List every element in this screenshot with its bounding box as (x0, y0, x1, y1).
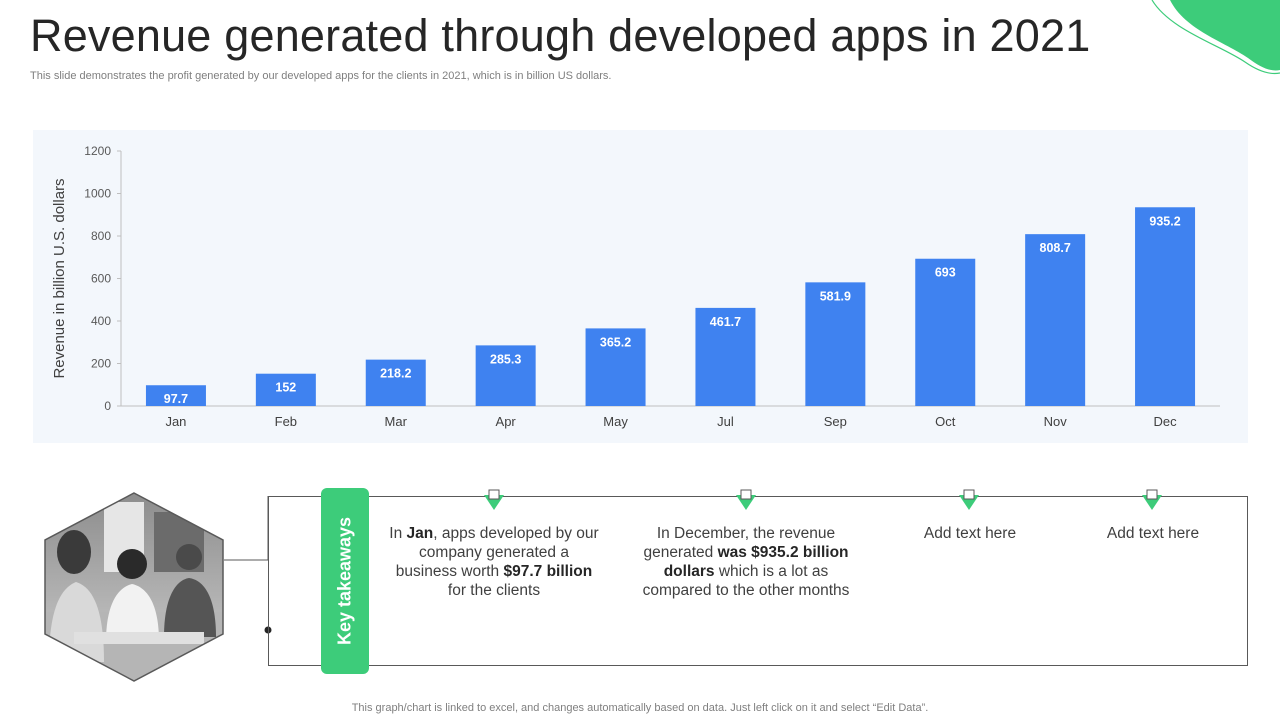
takeaway-2-text-b: which is a lot as compared to the other … (642, 563, 850, 599)
bar-jul (695, 307, 756, 406)
x-tick-label: Apr (496, 414, 517, 429)
key-takeaways-pill: Key takeaways (321, 488, 369, 674)
x-tick-label: Dec (1153, 414, 1177, 429)
takeaway-1-bold-a: Jan (406, 525, 434, 542)
takeaway-marker-4 (1142, 489, 1162, 510)
bar-value-label: 461.7 (710, 315, 741, 329)
bar-value-label: 808.7 (1040, 241, 1071, 255)
takeaway-placeholder-3[interactable]: Add text here (923, 525, 1017, 542)
bar-may (585, 328, 646, 406)
x-tick-label: Mar (385, 414, 408, 429)
takeaway-1-bold-b: $97.7 billion (503, 563, 593, 580)
x-tick-label: May (603, 414, 628, 429)
corner-blob-shape (1170, 0, 1280, 71)
x-tick-label: Jan (165, 414, 186, 429)
bar-value-label: 581.9 (820, 289, 851, 303)
corner-blob-outline (1151, 0, 1280, 75)
chart-layer: 0 200 400 600 800 1000 1200 Revenue in billion … (51, 144, 1220, 429)
y-tick-label: 1000 (84, 187, 111, 201)
bar-dec (1135, 207, 1196, 406)
key-takeaways-label: Key takeaways (334, 516, 355, 646)
bar-value-label: 935.2 (1149, 214, 1180, 228)
bar-nov (1025, 234, 1086, 406)
y-tick-label: 800 (91, 229, 111, 243)
y-axis-title: Revenue in billion U.S. dollars (51, 178, 68, 378)
revenue-bar-chart[interactable]: 0 200 400 600 800 1000 1200 Revenue in billion … (33, 130, 1248, 443)
takeaway-marker-1 (484, 489, 504, 510)
bar-sep (805, 282, 866, 406)
x-tick-label: Sep (824, 414, 847, 429)
y-tick-label: 0 (104, 399, 111, 413)
takeaway-december: In December, the revenue generated was $… (630, 524, 862, 600)
y-tick-label: 400 (91, 314, 111, 328)
page-subtitle: This slide demonstrates the profit gener… (30, 70, 612, 82)
takeaway-placeholder-4[interactable]: Add text here (1106, 525, 1200, 542)
bar-value-label: 693 (935, 266, 956, 280)
team-photo-hexagon (44, 492, 224, 682)
bar-value-label: 218.2 (380, 367, 411, 381)
takeaway-1-text-c: for the clients (447, 582, 541, 599)
bar-jan (145, 385, 206, 406)
x-tick-label: Jul (717, 414, 734, 429)
takeaways-frame (268, 496, 1248, 666)
takeaway-2-text-a: In December, the revenue generated (643, 525, 836, 561)
page-title: Revenue generated through developed apps… (30, 10, 1091, 61)
bar-value-label: 285.3 (490, 352, 521, 366)
takeaway-jan: In Jan, apps developed by our company ge… (388, 524, 600, 600)
bar-value-label: 97.7 (164, 392, 188, 406)
bar-value-label: 365.2 (600, 335, 631, 349)
bar-mar (365, 359, 426, 406)
bar-value-label: 152 (275, 381, 296, 395)
bar-oct (915, 258, 976, 406)
photo-content (45, 493, 223, 681)
takeaway-marker-3 (959, 489, 979, 510)
takeaway-1-text-b: , apps developed by our company generate… (395, 525, 599, 580)
footer-note: This graph/chart is linked to excel, and… (351, 702, 929, 714)
takeaway-1-text-a: In (389, 525, 407, 542)
y-tick-label: 600 (91, 272, 111, 286)
y-tick-label: 200 (91, 357, 111, 371)
x-tick-label: Nov (1044, 414, 1068, 429)
y-tick-label: 1200 (84, 144, 111, 158)
takeaway-2-bold: was $935.2 billion dollars (663, 544, 849, 580)
corner-decoration (1151, 0, 1280, 75)
x-tick-label: Oct (935, 414, 956, 429)
bar-feb (255, 373, 316, 406)
x-tick-label: Feb (275, 414, 297, 429)
bar-apr (475, 345, 536, 406)
takeaway-marker-2 (736, 489, 756, 510)
